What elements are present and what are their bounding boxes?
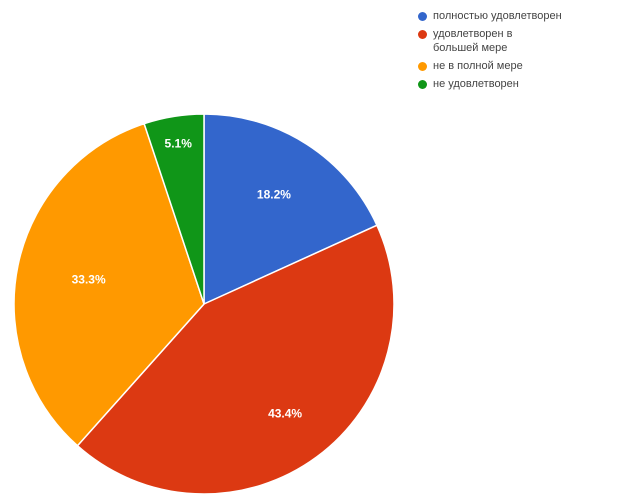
slice-value-label: 18.2% — [257, 188, 291, 202]
pie-slice[interactable] — [76, 224, 395, 494]
legend-swatch — [418, 12, 427, 21]
legend-item[interactable]: полностью удовлетворен — [418, 9, 622, 23]
legend-item[interactable]: удовлетворен в большей мере — [418, 27, 622, 55]
slice-value-label: 33.3% — [72, 272, 106, 286]
legend-label: удовлетворен в большей мере — [433, 28, 513, 54]
legend-label: не в полной мере — [433, 60, 523, 72]
pie-slice-labels: 18.2% 43.4% 33.3% 5.1% — [72, 137, 303, 421]
legend-label: полностью удовлетворен — [433, 10, 562, 22]
legend-item[interactable]: не удовлетворен — [418, 77, 622, 91]
legend-item[interactable]: не в полной мере — [418, 59, 622, 73]
pie-slices — [13, 113, 395, 494]
legend-swatch — [418, 80, 427, 89]
pie-slice[interactable] — [13, 122, 205, 447]
slice-value-label: 43.4% — [268, 406, 302, 420]
legend-label: не удовлетворен — [433, 78, 519, 90]
chart-legend: полностью удовлетворен удовлетворен в бо… — [418, 9, 622, 95]
pie-slice[interactable] — [143, 113, 205, 305]
legend-swatch — [418, 30, 427, 39]
legend-swatch — [418, 62, 427, 71]
pie-slice[interactable] — [203, 113, 378, 306]
slice-value-label: 5.1% — [165, 137, 193, 151]
